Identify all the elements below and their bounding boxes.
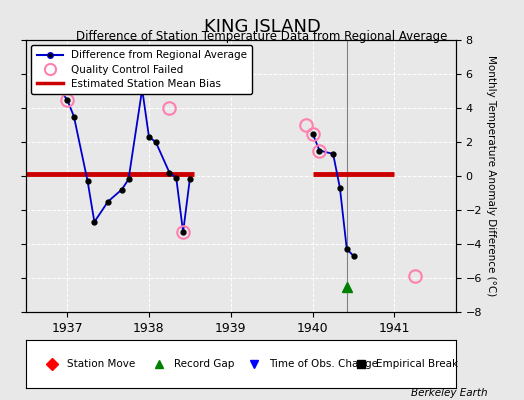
Estimated Station Mean Bias bbox=[191, 172, 197, 177]
Difference from Regional Average bbox=[146, 134, 152, 139]
Difference from Regional Average bbox=[57, 89, 63, 94]
Quality Control Failed bbox=[166, 106, 172, 110]
Legend: Difference from Regional Average, Quality Control Failed, Estimated Station Mean: Difference from Regional Average, Qualit… bbox=[31, 45, 252, 94]
Text: Time of Obs. Change: Time of Obs. Change bbox=[269, 359, 378, 369]
Difference from Regional Average bbox=[139, 87, 145, 92]
Difference from Regional Average bbox=[187, 176, 193, 181]
Text: Station Move: Station Move bbox=[67, 359, 135, 369]
Difference from Regional Average bbox=[71, 114, 77, 119]
Difference from Regional Average bbox=[125, 177, 132, 182]
Text: KING ISLAND: KING ISLAND bbox=[203, 18, 321, 36]
Difference from Regional Average bbox=[118, 187, 125, 192]
Difference from Regional Average bbox=[180, 230, 186, 234]
Difference from Regional Average bbox=[173, 175, 179, 180]
Difference from Regional Average bbox=[84, 179, 91, 184]
Text: Berkeley Earth: Berkeley Earth bbox=[411, 388, 487, 398]
Quality Control Failed bbox=[180, 230, 186, 234]
Difference from Regional Average bbox=[91, 220, 97, 224]
Difference from Regional Average bbox=[166, 170, 172, 175]
Quality Control Failed bbox=[316, 148, 323, 153]
Line: Difference from Regional Average: Difference from Regional Average bbox=[58, 87, 192, 234]
Difference from Regional Average bbox=[152, 140, 159, 144]
Difference from Regional Average bbox=[105, 199, 111, 204]
Text: Record Gap: Record Gap bbox=[174, 359, 235, 369]
Y-axis label: Monthly Temperature Anomaly Difference (°C): Monthly Temperature Anomaly Difference (… bbox=[486, 55, 496, 297]
Text: Difference of Station Temperature Data from Regional Average: Difference of Station Temperature Data f… bbox=[77, 30, 447, 43]
Difference from Regional Average bbox=[64, 97, 70, 102]
Text: Empirical Break: Empirical Break bbox=[376, 359, 458, 369]
Quality Control Failed bbox=[310, 131, 316, 136]
Quality Control Failed bbox=[64, 97, 70, 102]
Line: Quality Control Failed: Quality Control Failed bbox=[61, 93, 326, 238]
Estimated Station Mean Bias bbox=[23, 172, 29, 177]
